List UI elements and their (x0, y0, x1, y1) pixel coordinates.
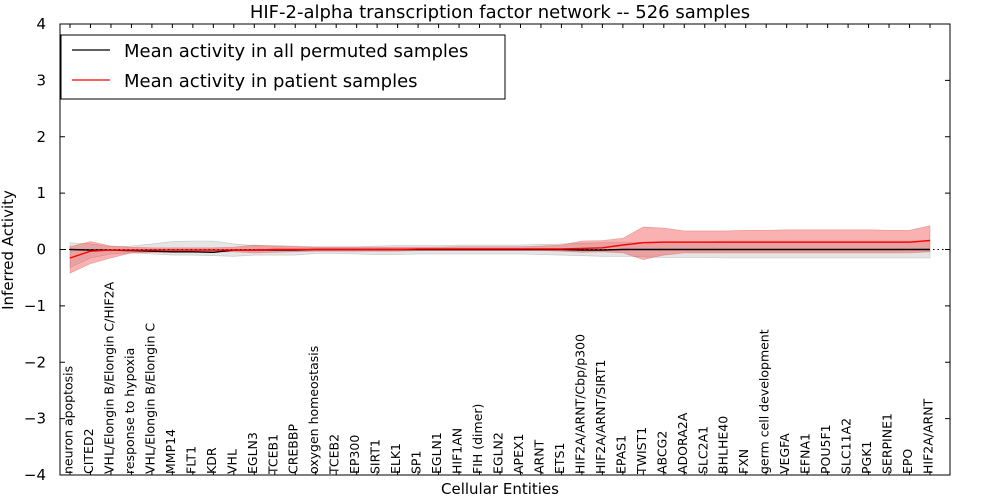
y-tick-label: 3 (36, 71, 46, 89)
entity-label: ABCG2 (654, 431, 669, 474)
band-permuted (69, 240, 931, 268)
entity-label: APEX1 (511, 433, 526, 474)
y-tick-label: −3 (24, 410, 46, 428)
entity-label: TWIST1 (634, 427, 649, 475)
series-lines (69, 239, 931, 259)
entity-label: MMP14 (163, 429, 178, 474)
chart-title: HIF-2-alpha transcription factor network… (250, 2, 750, 23)
entity-label: SP1 (409, 451, 424, 474)
entity-label: FIH (dimer) (470, 404, 485, 474)
entity-label: neuron apoptosis (61, 366, 76, 474)
entity-label: FXN (736, 449, 751, 474)
y-tick-label: 1 (36, 184, 46, 202)
y-tick-label: −1 (24, 297, 46, 315)
y-tick-label: 0 (36, 241, 46, 259)
entity-label: KDR (204, 447, 219, 474)
legend: Mean activity in all permuted samples Me… (60, 34, 506, 100)
entity-label: EPO (900, 449, 915, 474)
entity-label: EP300 (347, 435, 362, 474)
legend-label-patient: Mean activity in patient samples (124, 71, 418, 92)
entity-label: SLC2A1 (695, 426, 710, 474)
entity-label: ETS1 (552, 443, 567, 474)
legend-box (60, 34, 506, 100)
entity-label: POU5F1 (818, 424, 833, 474)
entity-label: SIRT1 (368, 439, 383, 474)
entity-label: BHLHE40 (716, 416, 731, 474)
entity-label: response to hypoxia (122, 348, 137, 474)
y-tick-label: −2 (24, 353, 46, 371)
entity-labels: neuron apoptosis CITED2 VHL/Elongin B/Elon… (61, 281, 936, 475)
entity-label: VHL/Elongin B/Elongin C/HIF2A (102, 281, 117, 474)
entity-label: SERPINE1 (880, 413, 895, 474)
entity-label: CITED2 (81, 428, 96, 474)
entity-label: HIF1AN (450, 428, 465, 474)
y-tick-label: 2 (36, 128, 46, 146)
entity-label: PGK1 (859, 441, 874, 474)
entity-label: oxygen homeostasis (306, 346, 321, 474)
entity-label: ELK1 (388, 443, 403, 474)
y-tick-label: −4 (24, 466, 46, 484)
entity-label: EGLN1 (429, 432, 444, 474)
entity-label: TCEB2 (327, 434, 342, 475)
y-axis-label: Inferred Activity (0, 190, 17, 310)
entity-label: HIF2A/ARNT/SIRT1 (593, 360, 608, 474)
entity-label: CREBBP (286, 424, 301, 474)
y-tick-label: 4 (36, 15, 46, 33)
entity-label: germ cell development (757, 329, 772, 474)
entity-label: EPAS1 (613, 435, 628, 474)
x-axis-label: Cellular Entities (441, 480, 559, 498)
series-line-patient (69, 239, 931, 259)
legend-label-permuted: Mean activity in all permuted samples (124, 41, 468, 62)
entity-label: VEGFA (777, 433, 792, 474)
entity-label: TCEB1 (265, 434, 280, 475)
entity-label: HIF2A/ARNT/Cbp/p300 (572, 334, 587, 474)
y-axis-ticks: −4 −3 −2 −1 0 1 2 3 4 (24, 15, 950, 484)
entity-label: EGLN3 (245, 432, 260, 474)
entity-label: EFNA1 (798, 433, 813, 474)
entity-label: SLC11A2 (839, 418, 854, 474)
entity-label: VHL/Elongin B/Elongin C (142, 323, 157, 474)
entity-label: ADORA2A (675, 412, 690, 474)
entity-label: ARNT (532, 439, 547, 474)
entity-label: VHL (224, 449, 239, 474)
entity-label: FLT1 (183, 446, 198, 474)
entity-label: EGLN2 (491, 432, 506, 474)
entity-label: HIF2A/ARNT (921, 398, 936, 474)
